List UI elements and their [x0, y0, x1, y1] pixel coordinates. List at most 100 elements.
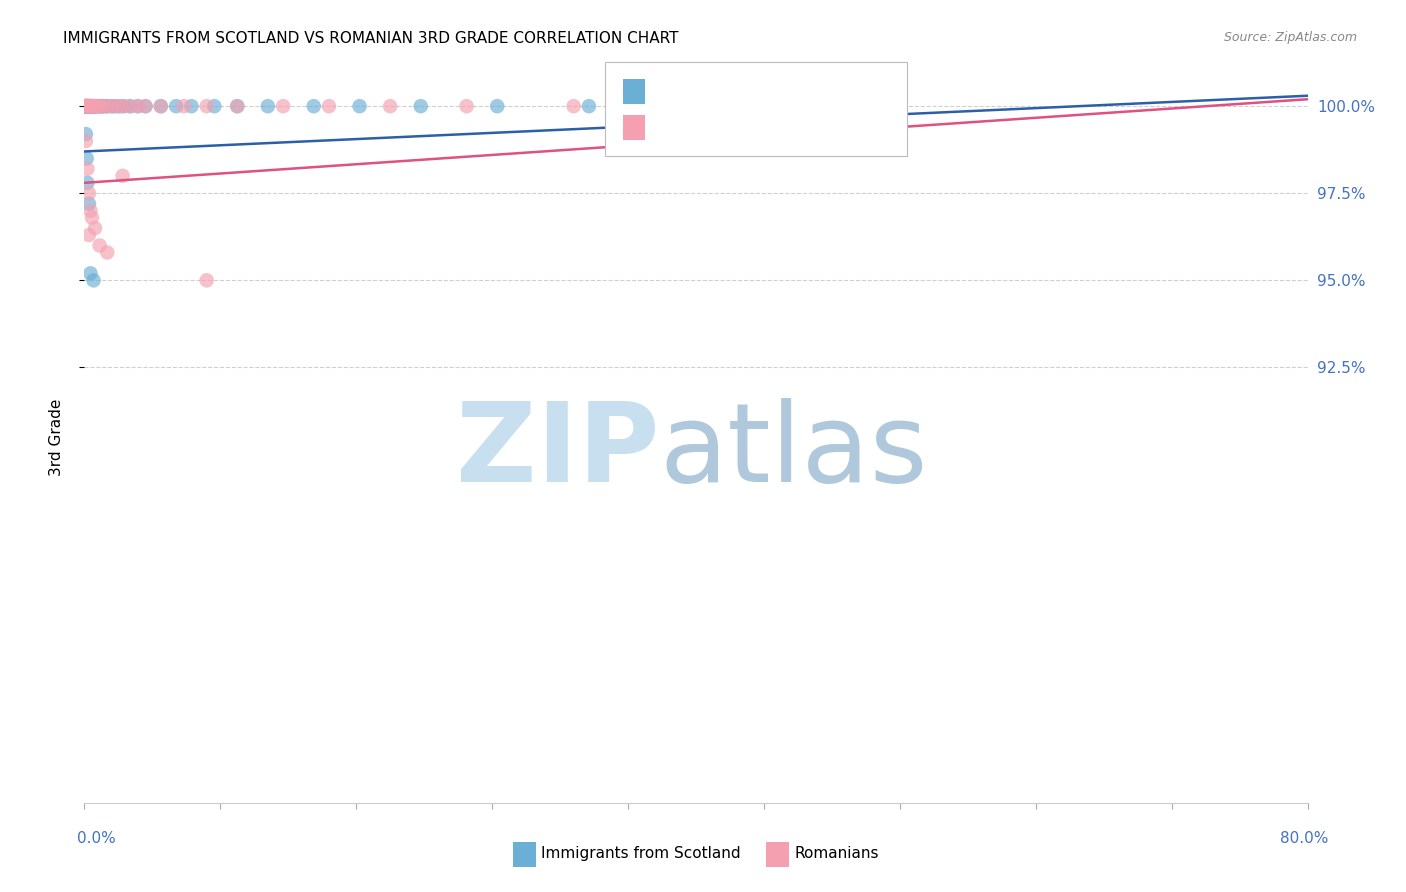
Point [83, 273, 105, 287]
Text: ZIP: ZIP [456, 398, 659, 505]
Point [609, 99, 631, 113]
Point [89, 99, 111, 113]
Point [83, 99, 105, 113]
Point [75, 127, 97, 141]
Point [77, 99, 100, 113]
Point [83, 99, 105, 113]
Text: Romanians: Romanians [794, 847, 879, 861]
Point [93, 99, 115, 113]
Point [302, 99, 325, 113]
Point [195, 273, 218, 287]
Text: Immigrants from Scotland: Immigrants from Scotland [541, 847, 741, 861]
Point [135, 99, 157, 113]
Point [80, 99, 103, 113]
Text: 80.0%: 80.0% [1281, 831, 1329, 846]
Point [87, 99, 110, 113]
Point [104, 99, 127, 113]
Point [86, 99, 108, 113]
Point [82, 99, 104, 113]
Point [77, 196, 100, 211]
Y-axis label: 3rd Grade: 3rd Grade [49, 399, 63, 475]
Text: R = 0.299    N = 64: R = 0.299 N = 64 [657, 79, 848, 97]
Point [86, 99, 108, 113]
Point [79, 99, 101, 113]
Point [75, 99, 97, 113]
Point [111, 169, 134, 183]
Point [79, 266, 101, 280]
Point [87, 99, 110, 113]
Point [75, 99, 97, 113]
Point [76, 161, 98, 176]
Point [77, 99, 100, 113]
Point [226, 99, 249, 113]
Point [83, 99, 105, 113]
Point [79, 99, 101, 113]
Point [82, 99, 104, 113]
Point [76, 99, 98, 113]
Point [80, 99, 103, 113]
Point [79, 99, 101, 113]
Point [75, 99, 97, 113]
Point [84, 221, 107, 235]
Point [380, 99, 402, 113]
Point [111, 99, 134, 113]
Point [76, 176, 98, 190]
Point [226, 99, 249, 113]
Point [456, 99, 478, 113]
Point [578, 99, 600, 113]
Point [173, 99, 195, 113]
Point [89, 99, 111, 113]
Point [807, 99, 830, 113]
Point [76, 99, 98, 113]
Point [127, 99, 149, 113]
Point [80, 99, 103, 113]
Point [76, 99, 98, 113]
Point [77, 99, 100, 113]
Text: 0.0%: 0.0% [77, 831, 117, 846]
Point [75, 99, 97, 113]
Point [75, 134, 97, 148]
Point [107, 99, 129, 113]
Point [409, 99, 432, 113]
Point [80, 99, 103, 113]
Text: Source: ZipAtlas.com: Source: ZipAtlas.com [1223, 31, 1357, 45]
Point [76, 99, 98, 113]
Point [79, 99, 101, 113]
Point [76, 99, 98, 113]
Point [195, 99, 218, 113]
Point [75, 99, 97, 113]
Point [96, 99, 118, 113]
Point [108, 99, 131, 113]
Point [84, 99, 107, 113]
Point [257, 99, 280, 113]
Point [685, 99, 707, 113]
Text: atlas: atlas [659, 398, 928, 505]
Point [120, 99, 142, 113]
Point [486, 99, 509, 113]
Point [685, 99, 707, 113]
Point [101, 99, 124, 113]
Point [84, 99, 107, 113]
Point [76, 99, 98, 113]
Point [75, 99, 97, 113]
Point [80, 99, 103, 113]
Point [180, 99, 202, 113]
Point [77, 99, 100, 113]
Point [127, 99, 149, 113]
Point [112, 99, 135, 113]
Point [76, 99, 98, 113]
Point [77, 99, 100, 113]
Point [101, 99, 124, 113]
Point [149, 99, 172, 113]
Point [135, 99, 157, 113]
Point [76, 99, 98, 113]
Point [77, 186, 100, 201]
Point [77, 99, 100, 113]
Point [89, 238, 111, 252]
Point [75, 99, 97, 113]
Text: IMMIGRANTS FROM SCOTLAND VS ROMANIAN 3RD GRADE CORRELATION CHART: IMMIGRANTS FROM SCOTLAND VS ROMANIAN 3RD… [63, 31, 679, 46]
Point [76, 152, 98, 166]
Point [318, 99, 340, 113]
Point [77, 228, 100, 243]
Point [76, 99, 98, 113]
